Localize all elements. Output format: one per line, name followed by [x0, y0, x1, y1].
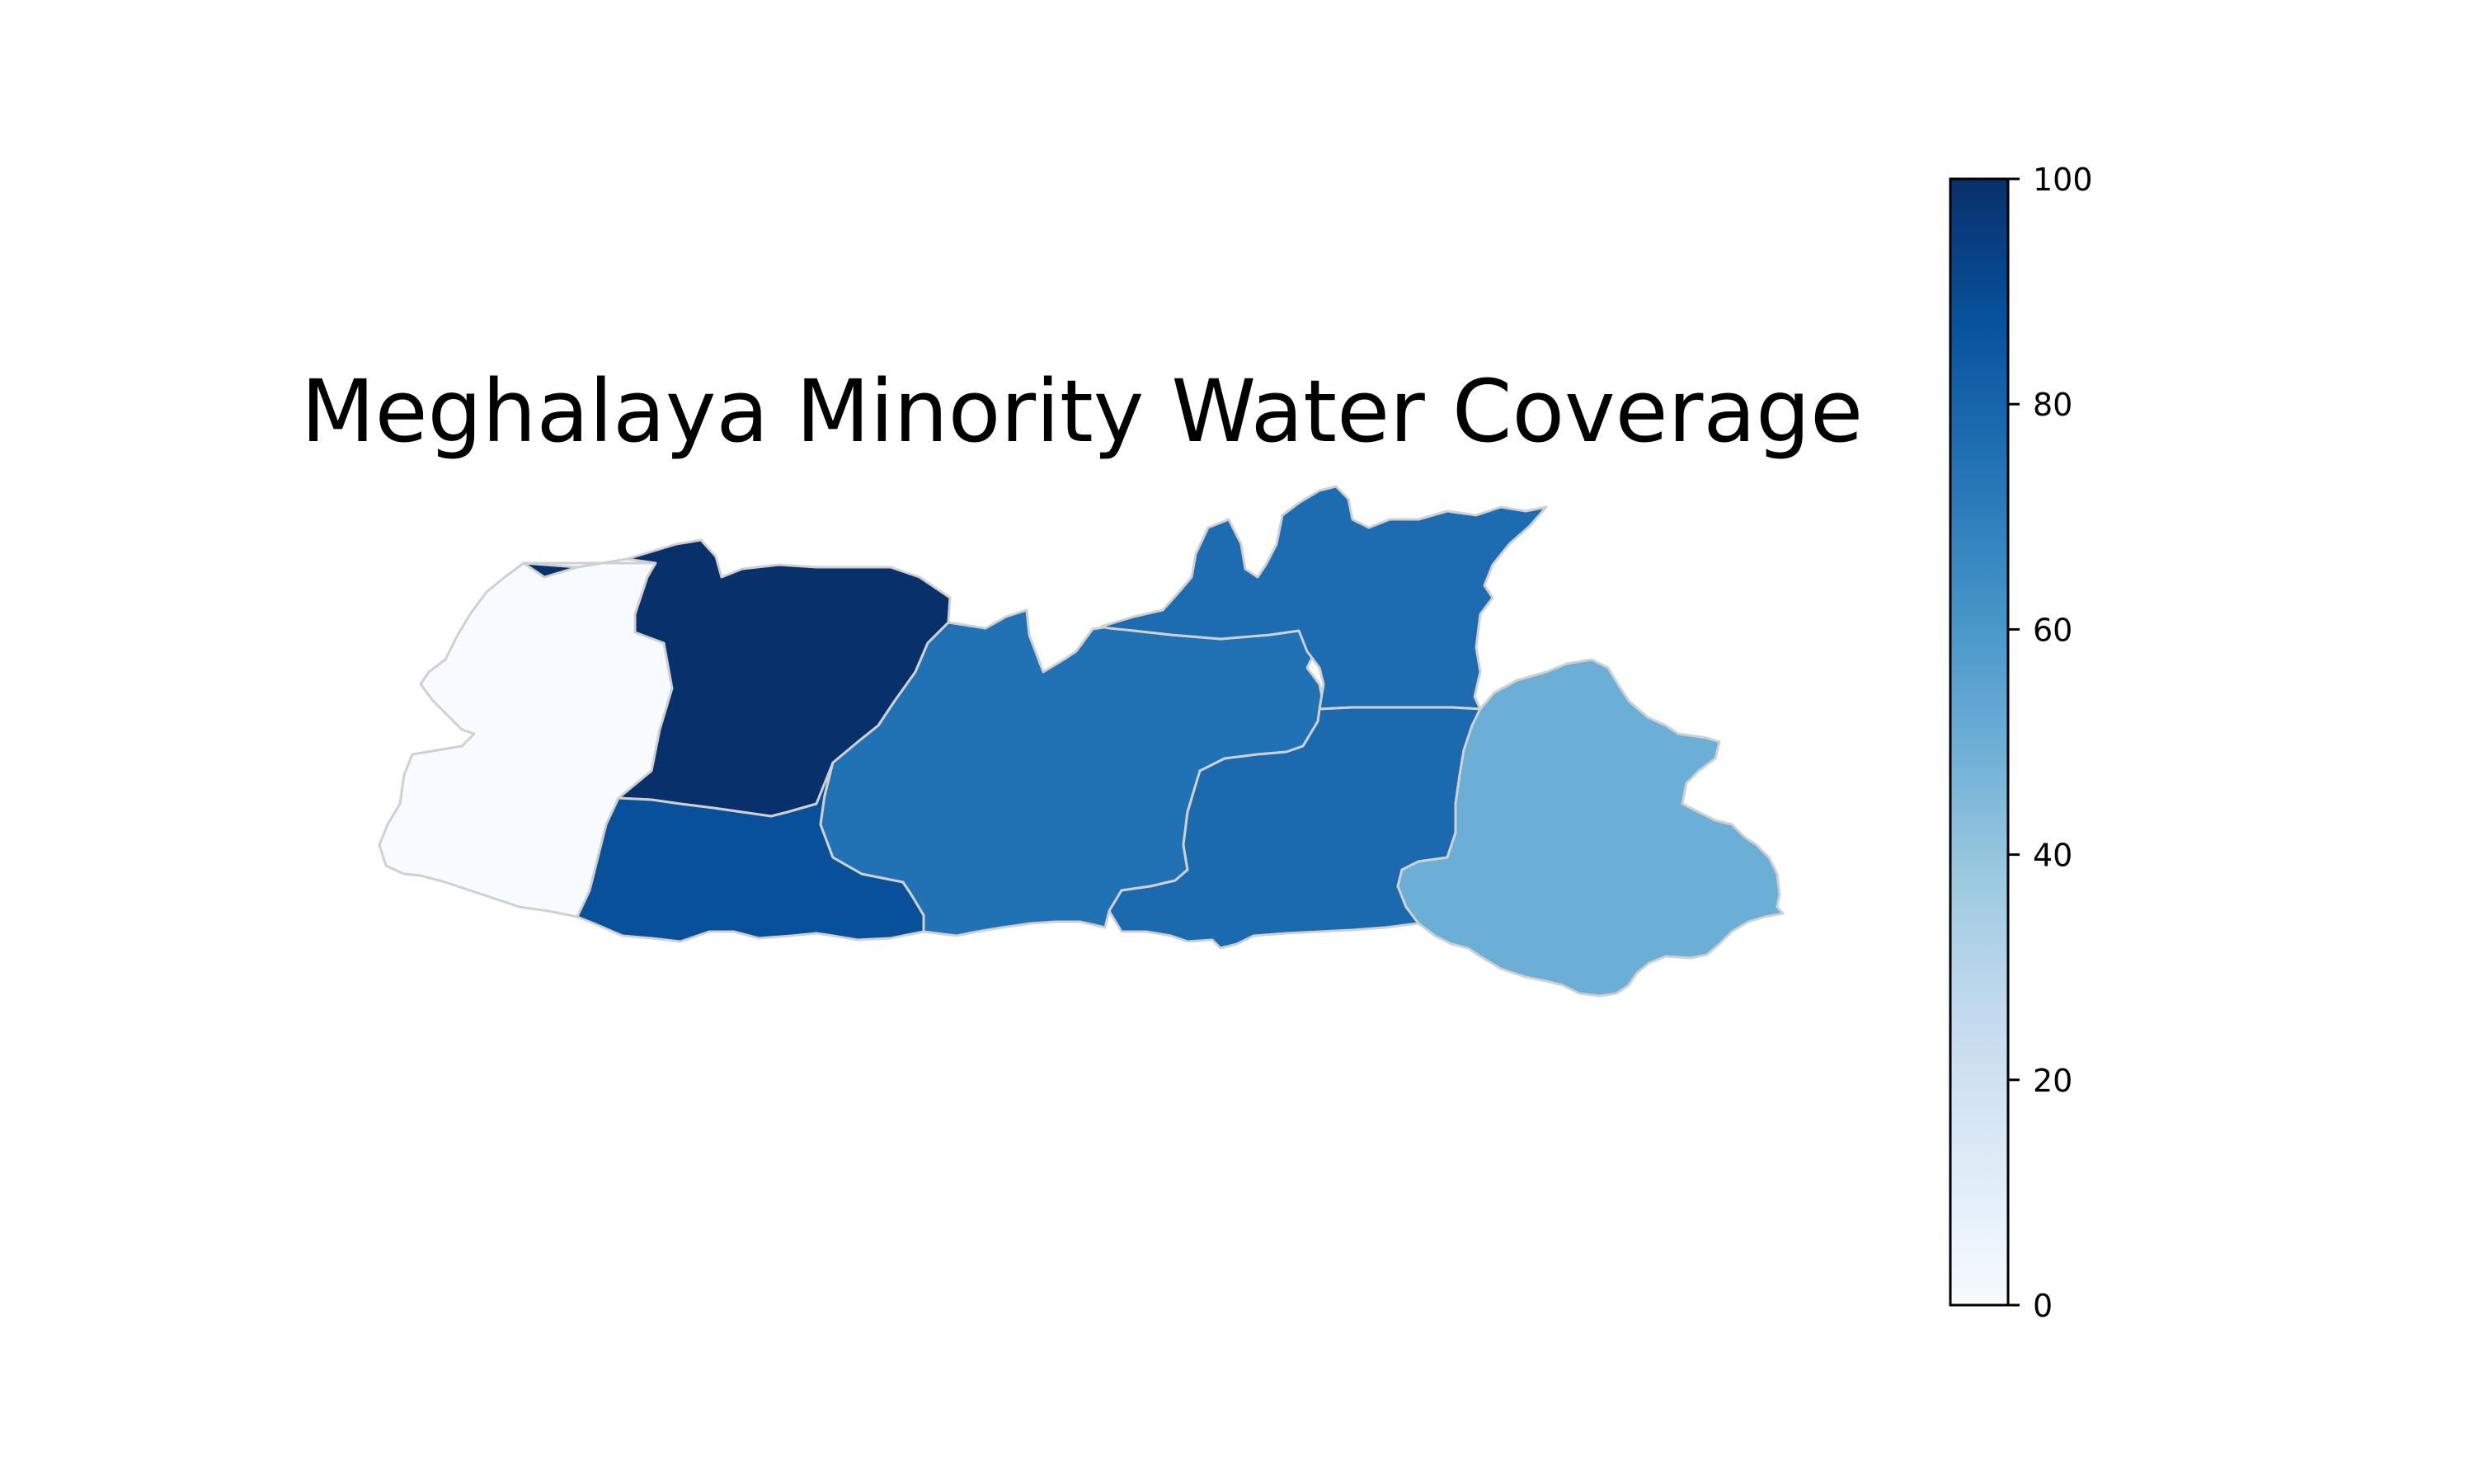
colorbar-ticks: 0 20 40 60 80 100	[2008, 162, 2093, 1324]
district-jaintia-hills[interactable]	[1396, 658, 1785, 998]
colorbar-tick-label: 60	[2033, 612, 2072, 648]
colorbar-tick-label: 100	[2033, 162, 2093, 198]
colorbar-tick-label: 0	[2033, 1288, 2053, 1324]
district-ri-bhoi[interactable]	[1099, 485, 1548, 711]
chart-title: Meghalaya Minority Water Coverage	[301, 361, 1863, 462]
colorbar-tick-label: 80	[2033, 387, 2072, 423]
colorbar: 0 20 40 60 80 100	[1949, 162, 2093, 1324]
colorbar-tick-label: 40	[2033, 838, 2072, 874]
colorbar-gradient	[1949, 177, 2010, 1307]
colorbar-tick-label: 20	[2033, 1063, 2072, 1099]
map	[378, 485, 1785, 998]
